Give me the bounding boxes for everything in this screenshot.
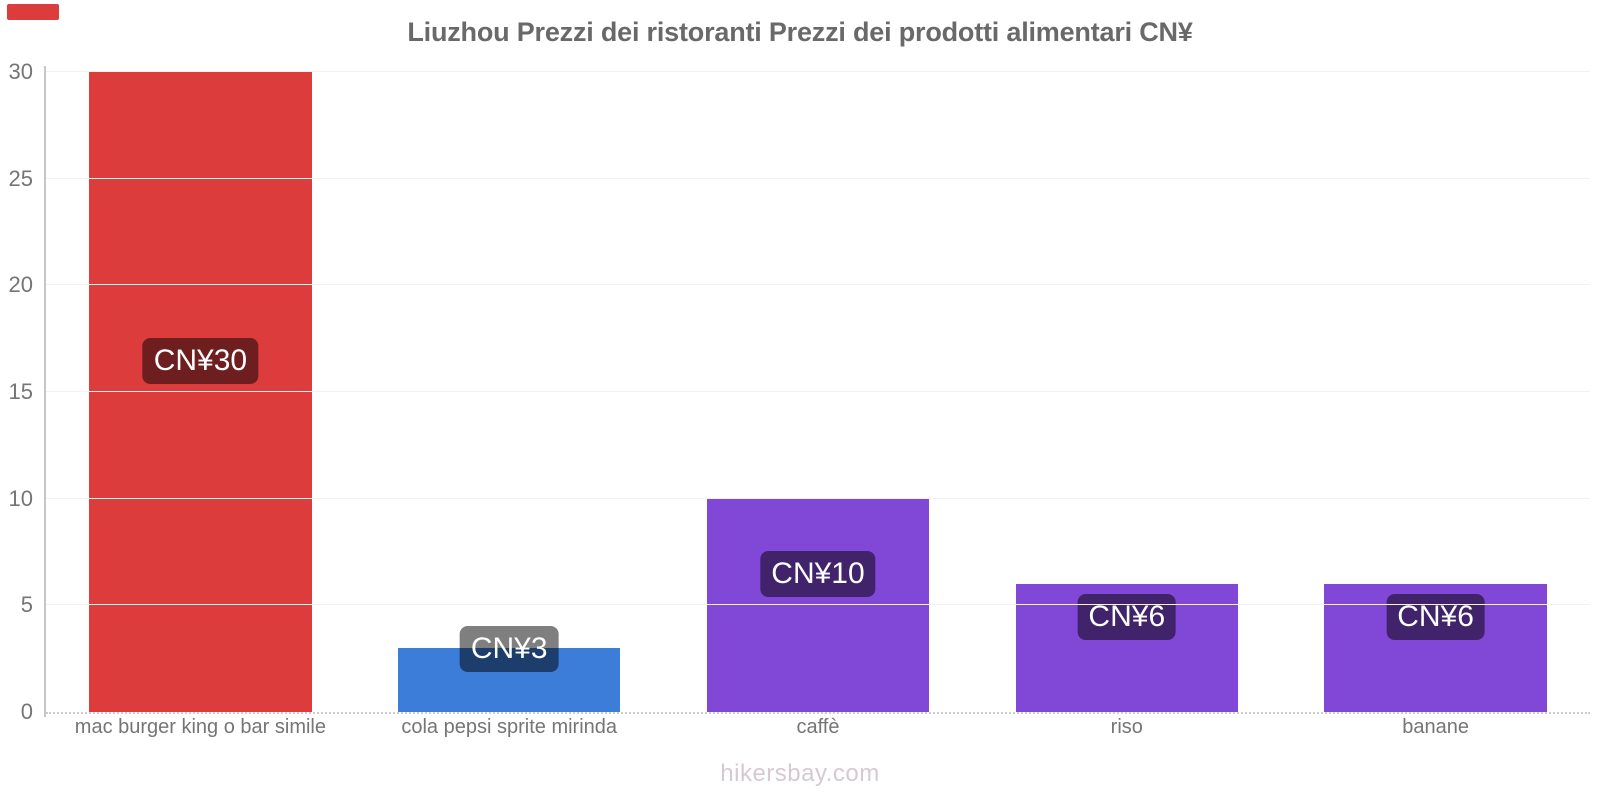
value-badge: CN¥10 xyxy=(760,550,876,598)
watermark-text: hikersbay.com xyxy=(720,760,880,787)
bar-slot: CN¥3 xyxy=(355,72,664,712)
x-axis-baseline xyxy=(46,712,1590,714)
bar-slot: CN¥10 xyxy=(664,72,973,712)
gridline-5 xyxy=(46,604,1590,606)
x-axis-label: caffè xyxy=(796,716,840,738)
corner-red-mark xyxy=(7,4,59,20)
value-badge: CN¥6 xyxy=(1077,593,1177,640)
x-axis-label: banane xyxy=(1402,716,1469,738)
bar-4: CN¥6 xyxy=(1324,584,1547,712)
y-tick-label-10: 10 xyxy=(8,485,33,511)
gridline-10 xyxy=(46,497,1590,499)
y-tick-label-30: 30 xyxy=(8,59,33,84)
y-tick-label-0: 0 xyxy=(20,699,33,724)
y-axis-line xyxy=(44,66,46,717)
x-axis-label: riso xyxy=(1110,716,1143,738)
gridline-30 xyxy=(46,71,1590,72)
bar-0: CN¥30 xyxy=(89,72,312,712)
value-badge: CN¥30 xyxy=(142,337,259,384)
gridline-25 xyxy=(46,177,1590,179)
x-axis-labels: mac burger king o bar simile cola pepsi s… xyxy=(46,714,1590,740)
bar-3: CN¥6 xyxy=(1015,584,1238,712)
y-tick-label-25: 25 xyxy=(8,165,33,191)
gridline-20 xyxy=(46,284,1590,286)
bar-slot: CN¥6 xyxy=(1281,72,1590,712)
value-badge: CN¥6 xyxy=(1386,593,1485,640)
gridline-15 xyxy=(46,391,1590,392)
bar-slot: CN¥30 xyxy=(46,72,355,712)
bar-1: CN¥3 xyxy=(398,625,621,712)
bar-slot: CN¥6 xyxy=(972,72,1281,712)
x-axis-label: mac burger king o bar simile xyxy=(74,716,326,738)
value-badge: CN¥3 xyxy=(459,625,559,672)
y-tick-label-5: 5 xyxy=(20,592,33,618)
bars-container: CN¥30 CN¥3 CN¥10 CN¥6 CN¥6 xyxy=(46,72,1590,712)
chart-title: Liuzhou Prezzi dei ristoranti Prezzi dei… xyxy=(407,17,1193,47)
y-tick-label-15: 15 xyxy=(8,379,33,404)
x-axis-label: cola pepsi sprite mirinda xyxy=(401,716,618,738)
plot-area: CN¥30 CN¥3 CN¥10 CN¥6 CN¥6 0 5 10 15 20 25 30 xyxy=(9,61,1590,723)
y-tick-label-20: 20 xyxy=(8,272,33,298)
